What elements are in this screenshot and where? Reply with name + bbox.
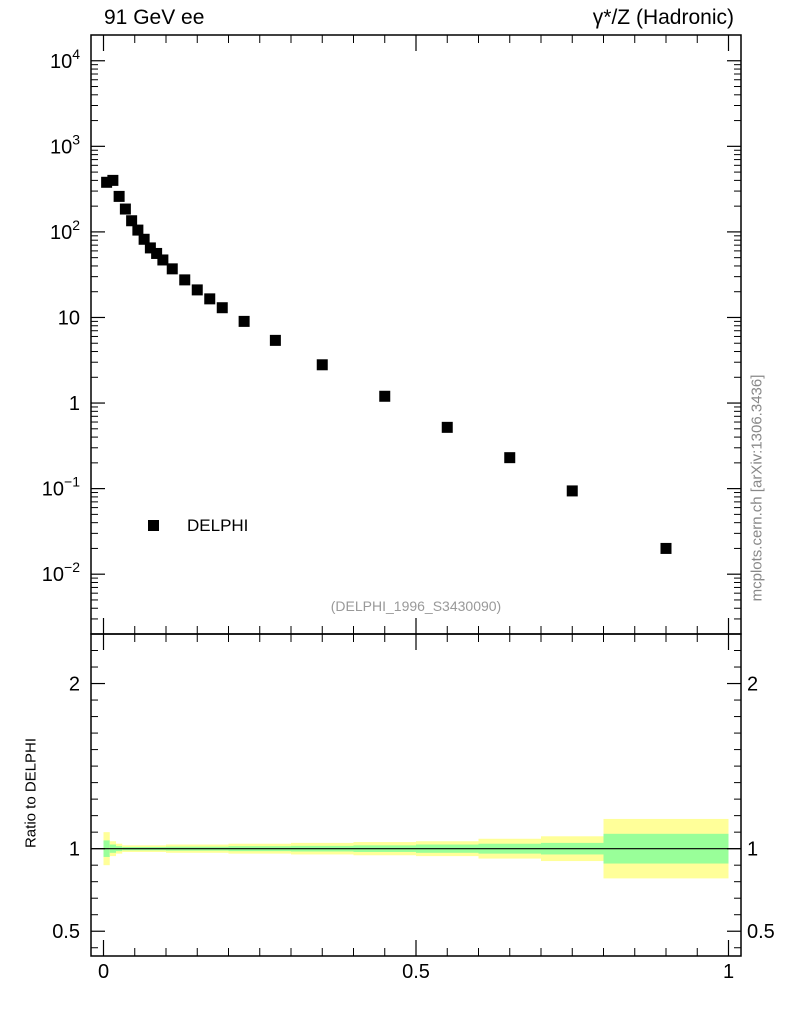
data-point-11 — [179, 274, 191, 286]
data-point-15 — [238, 315, 250, 327]
main-ytick-label-3: 10 — [58, 307, 80, 329]
data-point-18 — [379, 390, 391, 402]
data-point-21 — [566, 485, 578, 497]
main-ytick-label-0: 104 — [50, 46, 80, 73]
data-point-13 — [204, 293, 216, 305]
data-point-4 — [126, 215, 138, 227]
data-point-5 — [132, 224, 144, 236]
ratio-ytick-label-right-2: 2 — [747, 674, 758, 696]
ratio-axis-label: Ratio to DELPHI — [22, 737, 40, 849]
xtick-label-0: 0 — [98, 961, 109, 983]
main-ytick-label-2: 102 — [50, 217, 80, 244]
data-point-0 — [101, 176, 113, 188]
data-point-10 — [166, 263, 178, 275]
axis-ticks — [91, 34, 741, 956]
main-ytick-label-4: 1 — [69, 393, 80, 415]
main-ytick-label-1: 103 — [50, 131, 80, 158]
data-point-1 — [107, 174, 119, 186]
ratio-ytick-label-left-1: 1 — [69, 839, 80, 861]
data-point-9 — [157, 254, 169, 266]
ratio-ytick-label-right-0: 0.5 — [747, 921, 775, 943]
main-ytick-label-5: 10−1 — [42, 474, 80, 501]
analysis-id-label: (DELPHI_1996_S3430090) — [330, 598, 502, 614]
ratio-ytick-label-right-1: 1 — [747, 839, 758, 861]
data-point-2 — [113, 190, 125, 202]
data-point-17 — [316, 359, 328, 371]
data-point-12 — [191, 284, 203, 296]
data-point-14 — [216, 302, 228, 314]
main-plot-frame — [90, 34, 742, 635]
process-energy-title: 91 GeV ee — [104, 6, 205, 29]
data-point-22 — [660, 542, 672, 554]
data-point-16 — [269, 334, 281, 346]
xtick-label-1: 0.5 — [402, 961, 430, 983]
data-point-6 — [138, 233, 150, 245]
legend-label: DELPHI — [187, 516, 249, 535]
main-ytick-label-6: 10−2 — [42, 559, 80, 586]
data-point-7 — [144, 242, 156, 254]
ratio-ytick-label-left-0: 0.5 — [52, 921, 80, 943]
data-point-20 — [504, 452, 516, 464]
process-type-title: γ*/Z (Hadronic) — [592, 6, 734, 29]
ratio-plot-frame — [90, 633, 742, 957]
data-point-8 — [151, 247, 163, 259]
delphi-markers — [101, 174, 672, 554]
ratio-ytick-label-left-2: 2 — [69, 674, 80, 696]
data-point-3 — [119, 203, 131, 215]
xtick-label-2: 1 — [723, 961, 734, 983]
source-watermark: mcplots.cern.ch [arXiv:1306.3436] — [748, 374, 766, 602]
legend-marker — [148, 520, 159, 531]
data-point-19 — [441, 421, 453, 433]
